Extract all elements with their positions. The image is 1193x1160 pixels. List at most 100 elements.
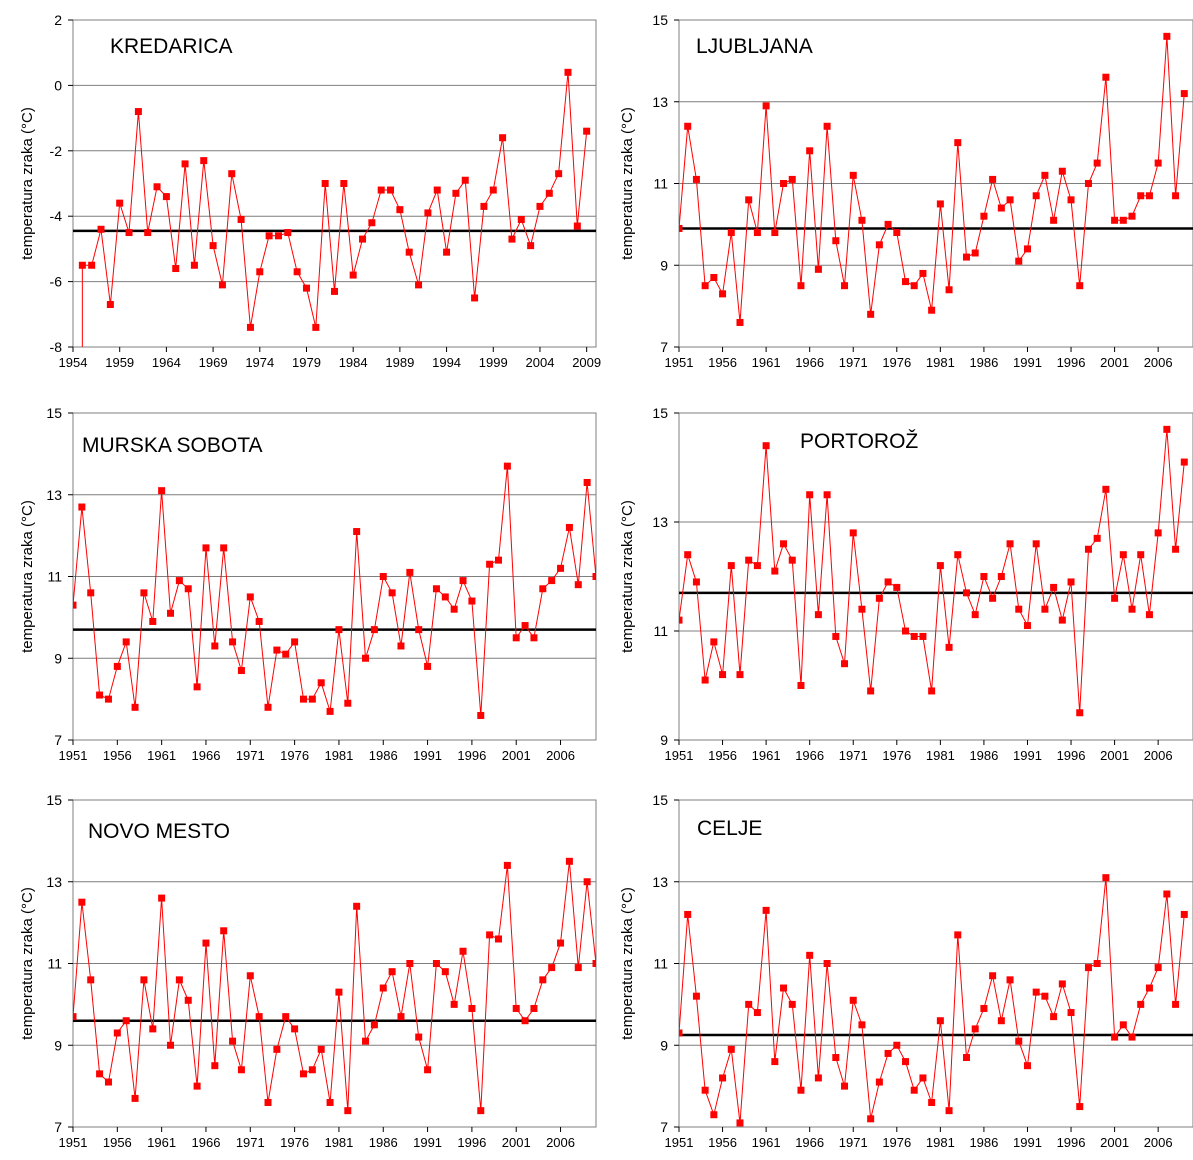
data-point (823, 491, 831, 499)
data-point (1119, 1021, 1127, 1029)
y-tick-label: 11 (653, 956, 668, 972)
y-tick-label: 15 (652, 792, 668, 808)
data-point (745, 196, 753, 204)
data-point (692, 578, 700, 586)
data-point (692, 175, 700, 183)
data-point (545, 189, 553, 197)
y-tick-label: 9 (660, 257, 668, 273)
data-point (692, 992, 700, 1000)
data-point (823, 122, 831, 130)
data-point (78, 503, 86, 511)
series-line (679, 877, 1185, 1123)
x-tick-label: 1986 (969, 748, 998, 763)
data-point (193, 683, 201, 691)
series-group (679, 874, 1188, 1127)
data-point (727, 229, 735, 237)
data-point (841, 282, 849, 290)
data-point (167, 1041, 175, 1049)
data-point (727, 562, 735, 570)
data-point (539, 585, 547, 593)
data-point (989, 972, 997, 980)
data-point (96, 1070, 104, 1078)
data-point (255, 617, 263, 625)
data-point (508, 235, 516, 243)
data-point (684, 551, 692, 559)
data-point (220, 927, 228, 935)
y-tick-label: 7 (660, 1119, 668, 1135)
data-point (512, 634, 520, 642)
station-title: MURSKA SOBOTA (82, 434, 262, 457)
data-point (175, 976, 183, 984)
data-point (494, 556, 502, 564)
data-point (962, 253, 970, 261)
station-title: LJUBLJANA (696, 35, 813, 58)
data-point (370, 1021, 378, 1029)
data-point (902, 278, 910, 286)
x-tick-label: 1981 (926, 355, 955, 370)
data-point (122, 638, 130, 646)
data-point (814, 265, 822, 273)
data-point (574, 581, 582, 589)
data-point (158, 487, 166, 495)
data-point (954, 551, 962, 559)
data-point (172, 265, 180, 273)
data-point (719, 290, 727, 298)
data-point (308, 1066, 316, 1074)
data-point (415, 1033, 423, 1041)
data-point (335, 626, 343, 634)
data-point (945, 643, 953, 651)
data-point (78, 898, 86, 906)
data-point (486, 560, 494, 568)
data-point (190, 261, 198, 269)
data-point (1050, 216, 1058, 224)
x-tick-label: 1999 (479, 355, 508, 370)
data-point (849, 171, 857, 179)
data-point (564, 68, 572, 76)
data-point (1180, 458, 1188, 466)
y-axis-label: temperatura zraka (°C) (19, 500, 36, 653)
data-point (211, 642, 219, 650)
data-point (1041, 171, 1049, 179)
data-point (293, 268, 301, 276)
x-tick-label: 1996 (1057, 748, 1086, 763)
data-point (902, 627, 910, 635)
data-point (424, 1066, 432, 1074)
data-point (832, 632, 840, 640)
x-tick-label: 1976 (280, 748, 309, 763)
data-point (557, 564, 565, 572)
data-point (471, 294, 479, 302)
data-point (1050, 583, 1058, 591)
x-tick-label: 1986 (969, 355, 998, 370)
data-point (209, 242, 217, 250)
data-point (202, 544, 210, 552)
series-group (73, 857, 596, 1115)
data-point (583, 127, 591, 135)
data-point (468, 597, 476, 605)
data-point (1137, 551, 1145, 559)
data-point (753, 1009, 761, 1017)
data-point (432, 960, 440, 967)
data-point (980, 573, 988, 580)
y-tick-label: -8 (50, 339, 63, 355)
data-point (405, 248, 413, 256)
data-point (73, 1013, 77, 1021)
x-tick-label: 1991 (413, 1135, 442, 1150)
data-point (200, 157, 208, 165)
x-tick-label: 1996 (457, 748, 486, 763)
data-point (557, 939, 565, 947)
data-point (291, 638, 299, 646)
y-tick-label: 13 (652, 94, 668, 110)
data-point (679, 616, 683, 624)
data-point (1119, 551, 1127, 559)
data-point (884, 220, 892, 228)
x-tick-label: 1971 (839, 1135, 868, 1150)
data-point (823, 960, 831, 967)
data-point (1172, 192, 1180, 200)
data-point (158, 894, 166, 902)
data-point (1084, 964, 1092, 972)
data-point (788, 556, 796, 564)
data-point (583, 478, 591, 486)
series-group (78, 68, 591, 331)
data-point (450, 1000, 458, 1008)
data-point (282, 1013, 290, 1021)
